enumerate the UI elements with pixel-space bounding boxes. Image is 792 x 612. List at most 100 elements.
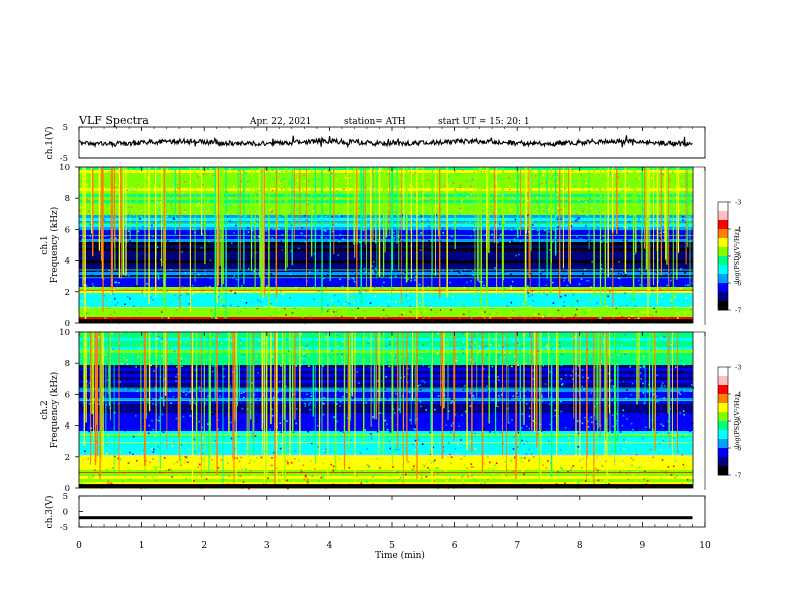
spectrogram-cell (466, 281, 468, 284)
spectrogram-cell (198, 229, 201, 232)
spectrogram-cell (159, 317, 162, 319)
spectrogram-cell (512, 305, 515, 308)
spectrogram-cell (324, 451, 326, 453)
spectrogram-cell (148, 402, 150, 404)
spectrogram-cell (576, 487, 579, 490)
spectrogram-cell (323, 198, 326, 201)
colorbar-segment (718, 257, 728, 260)
spectrogram-cell (484, 191, 487, 194)
spectrogram-cell (109, 248, 112, 251)
spectrogram-cell (287, 179, 290, 181)
spectrogram-cell (622, 286, 624, 289)
spectrogram-cell (429, 431, 431, 434)
spectrogram-cell (659, 229, 662, 231)
spectrogram-cell (643, 478, 645, 481)
spectrogram-cell (332, 230, 334, 233)
spectrogram-cell (132, 338, 134, 340)
colorbar-segment (718, 256, 728, 259)
spectrogram-cell (593, 431, 596, 433)
spectrogram-cell (189, 390, 191, 393)
spectrogram-cell (482, 382, 485, 384)
spectrogram-cell (490, 209, 492, 212)
spectrogram-cell (85, 312, 88, 315)
spectrogram-cell (177, 230, 180, 233)
spectrogram-cell (418, 348, 421, 351)
spectrogram-cell (583, 270, 586, 272)
spectrogram-cell (547, 220, 550, 223)
spectrogram-cell (151, 199, 154, 202)
spectrogram-cell (173, 412, 176, 415)
spectrogram-cell (407, 375, 409, 377)
spectrogram-cell (610, 241, 612, 243)
spectrogram-cell (159, 258, 162, 261)
spectrogram-cell (568, 181, 571, 184)
spectrogram-cell (190, 447, 193, 450)
spectrogram-band (79, 341, 693, 345)
spectrogram-cell (92, 458, 95, 460)
spectrogram-cell (638, 383, 641, 386)
spectrogram-cell (490, 424, 493, 427)
spectrogram-cell (455, 419, 458, 421)
colorbar-tick-label: -3 (735, 199, 741, 207)
spectrogram-cell (231, 340, 233, 342)
colorbar-segment (718, 230, 728, 233)
spectrogram-cell (157, 336, 160, 338)
spectrogram-cell (284, 199, 286, 202)
spectrogram-cell (123, 408, 126, 411)
spectrogram-cell (177, 183, 179, 186)
spectrogram-cell (379, 374, 382, 377)
spectrogram-cell (124, 303, 126, 305)
spectrogram-cell (289, 212, 292, 215)
spectrogram-cell (491, 390, 494, 392)
spectrogram-cell (362, 299, 364, 302)
spectrogram-cell (302, 450, 304, 452)
spectrogram-cell (670, 343, 673, 346)
spectrogram-cell (166, 290, 168, 293)
spectrogram-cell (312, 196, 314, 199)
spectrogram-cell (365, 410, 368, 412)
spectrogram-cell (90, 368, 93, 370)
colorbar-segment (718, 227, 728, 230)
spectrogram-cell (256, 358, 258, 360)
spectrogram-cell (109, 299, 111, 301)
spectrogram-cell (338, 458, 341, 461)
spectrogram-cell (632, 338, 634, 340)
spectrogram-cell (562, 315, 564, 317)
spectrogram-cell (160, 397, 163, 399)
spectrogram-cell (619, 170, 622, 172)
spectrogram-cell (507, 378, 510, 380)
spectrogram-cell (153, 370, 155, 372)
spectrogram-band (79, 476, 693, 480)
spectrogram-cell (525, 416, 527, 419)
spectrogram-cell (271, 169, 274, 172)
spectrogram-cell (500, 394, 503, 396)
spectrogram-cell (132, 356, 135, 358)
spectrogram-cell (533, 313, 536, 315)
spectrogram-cell (494, 250, 496, 252)
spectrogram-cell (324, 286, 327, 289)
spectrogram-cell (531, 224, 534, 226)
spectrogram-cell (332, 356, 335, 359)
spectrogram-cell (339, 278, 341, 280)
spectrogram-cell (487, 268, 489, 271)
spectrogram-cell (357, 307, 359, 309)
spectrogram-cell (470, 466, 473, 468)
spectrogram-cell (551, 174, 554, 177)
spectrogram-cell (192, 293, 194, 295)
spectrogram-cell (402, 302, 405, 304)
spectrogram-cell (670, 279, 672, 282)
spectrogram-cell (248, 183, 251, 185)
spectrogram-cell (326, 334, 328, 337)
spectrogram-cell (395, 300, 397, 302)
spectrogram-cell (365, 404, 367, 406)
spectrogram-cell (257, 399, 260, 401)
spectrogram-cell (674, 259, 676, 262)
spectrogram-cell (519, 315, 521, 317)
spectrogram-cell (537, 350, 539, 352)
spectrogram-cell (617, 227, 619, 230)
spectrogram-cell (313, 253, 316, 255)
spectrogram-cell (293, 455, 296, 457)
spectrogram-cell (513, 435, 515, 438)
spectrogram-cell (634, 480, 637, 483)
spectrogram-cell (330, 367, 333, 369)
